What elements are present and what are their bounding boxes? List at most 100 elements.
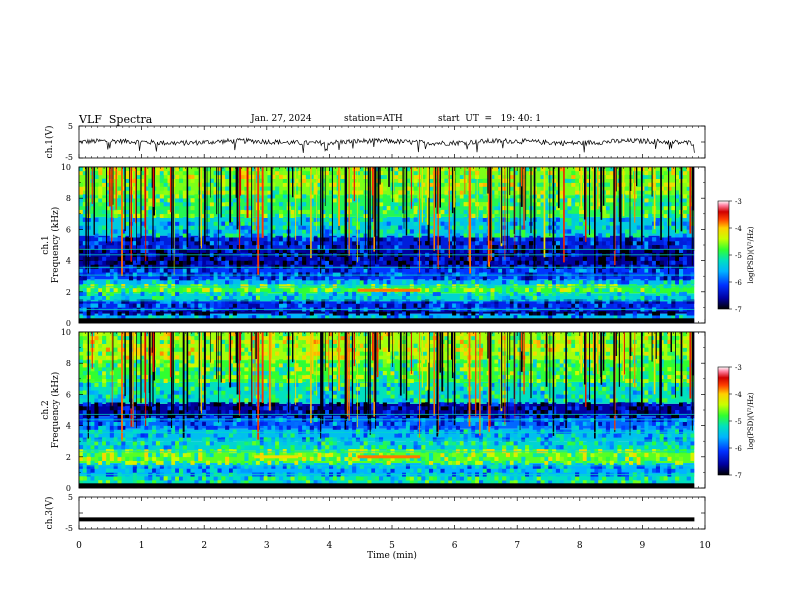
spectrogram-cell	[498, 233, 503, 238]
spectrogram-cell	[505, 256, 510, 261]
spectrogram-cell	[336, 303, 341, 308]
spectrogram-cell	[298, 241, 303, 246]
spectrogram-cell	[179, 248, 184, 254]
spectrogram-cell	[667, 190, 672, 195]
spectrogram-cell	[479, 272, 484, 277]
spectrogram-cell	[167, 335, 172, 341]
spectrogram-cell	[202, 303, 207, 308]
spectrogram-cell	[217, 229, 222, 234]
spectrogram-cell	[482, 190, 487, 195]
spectrogram-cell	[559, 284, 564, 289]
spectrogram-cell	[217, 241, 222, 246]
spectrogram-cell	[229, 284, 234, 289]
spectrogram-cell	[671, 315, 676, 320]
spectrogram-cell	[117, 456, 122, 461]
spectrogram-cell	[159, 464, 164, 469]
spectrogram-cell	[186, 394, 191, 399]
spectrogram-cell	[521, 287, 526, 293]
spectrogram-cell	[467, 287, 472, 293]
spectrogram-cell	[355, 221, 360, 226]
spectrogram-cell	[509, 174, 514, 179]
spectrogram-cell	[525, 291, 530, 296]
spectrogram-cell	[213, 190, 218, 195]
spectrogram-cell	[225, 225, 230, 230]
spectrogram-cell	[213, 371, 218, 376]
spectrogram-cell	[213, 291, 218, 296]
spectrogram-cell	[479, 194, 484, 199]
spectrogram-cell	[675, 206, 680, 211]
spectrogram-cell	[502, 256, 507, 261]
spectrogram-cell	[482, 303, 487, 308]
spectrogram-cell	[594, 311, 599, 316]
spectrogram-cell	[105, 241, 110, 246]
spectrogram-cell	[505, 268, 510, 273]
spectrogram-cell	[398, 264, 403, 269]
spectrogram-cell	[259, 303, 264, 308]
spectrogram-cell	[302, 256, 307, 261]
spectrogram-cell	[167, 237, 172, 242]
spectrogram-cell	[671, 241, 676, 246]
spectrogram-cell	[590, 276, 595, 281]
spectrogram-cell	[575, 268, 580, 273]
spectrogram-cell	[602, 256, 607, 261]
spectrogram-cell	[221, 272, 226, 277]
spectrogram-cell	[113, 421, 118, 426]
spectrogram-cell	[225, 241, 230, 246]
spectrogram-cell	[198, 335, 203, 341]
spectrogram-cell	[136, 367, 141, 372]
sferic-streak	[439, 167, 441, 208]
spectrogram-cell	[590, 248, 595, 254]
spectrogram-cell	[90, 206, 95, 211]
spectrogram-cell	[375, 264, 380, 269]
spectrogram-cell	[179, 260, 184, 265]
spectrogram-cell	[82, 260, 87, 265]
spectrogram-cell	[340, 170, 345, 176]
spectrogram-cell	[471, 213, 476, 218]
spectrogram-cell	[505, 194, 510, 199]
spectrogram-cell	[132, 178, 137, 183]
spectrogram-cell	[86, 295, 91, 300]
spectrogram-cell	[509, 225, 514, 230]
spectrogram-cell	[348, 284, 353, 289]
spectrogram-cell	[317, 315, 322, 320]
spectrogram-cell	[386, 241, 391, 246]
spectrogram-cell	[444, 248, 449, 254]
spectrogram-cell	[332, 167, 337, 172]
spectrogram-cell	[444, 264, 449, 269]
spectrogram-cell	[444, 186, 449, 191]
spectrogram-cell	[544, 209, 549, 215]
spectrogram-cell	[390, 299, 395, 304]
carrier-line	[79, 248, 695, 250]
spectrogram-cell	[125, 445, 130, 450]
spectrogram-cell	[563, 256, 568, 261]
spectrogram-cell	[636, 170, 641, 176]
spectrogram-cell	[490, 194, 495, 199]
spectrogram-cell	[136, 456, 141, 461]
spectrogram-cell	[152, 225, 157, 230]
spectrogram-cell	[190, 284, 195, 289]
spectrogram-cell	[394, 245, 399, 250]
spectrogram-cell	[602, 284, 607, 289]
spectrogram-cell	[482, 213, 487, 218]
spectrogram-cell	[186, 339, 191, 344]
spectrogram-cell	[252, 303, 257, 308]
spectrogram-cell	[498, 241, 503, 246]
spectrogram-cell	[513, 186, 518, 191]
spectrogram-cell	[144, 311, 149, 316]
spectrogram-cell	[117, 410, 122, 415]
spectrogram-cell	[571, 182, 576, 187]
spectrogram-cell	[517, 260, 522, 265]
spectrogram-cell	[671, 303, 676, 308]
spectrogram-cell	[209, 452, 214, 458]
spectrogram-cell	[513, 303, 518, 308]
spectrogram-cell	[282, 315, 287, 320]
spectrogram-cell	[521, 237, 526, 242]
spectrogram-cell	[144, 406, 149, 411]
spectrogram-cell	[502, 186, 507, 191]
spectrogram-cell	[109, 445, 114, 450]
spectrogram-cell	[594, 280, 599, 285]
spectrogram-cell	[275, 229, 280, 234]
spectrogram-cell	[152, 241, 157, 246]
spectrogram-cell	[652, 284, 657, 289]
spectrogram-cell	[159, 170, 164, 176]
